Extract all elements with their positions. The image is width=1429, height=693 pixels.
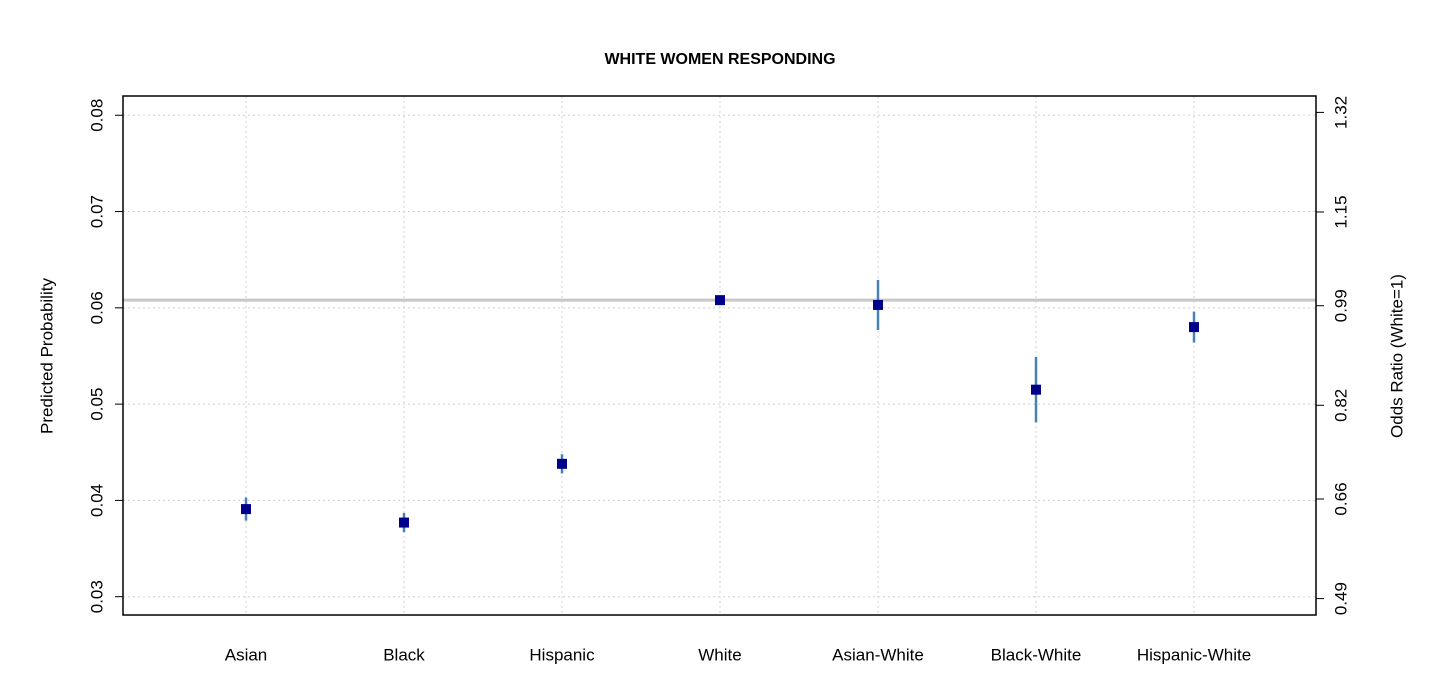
chart-title: WHITE WOMEN RESPONDING (604, 51, 835, 68)
y-tick-label: 0.06 (87, 291, 106, 324)
point (1031, 384, 1041, 395)
x-tick-label: Asian (225, 645, 268, 664)
x-tick-label: Asian-White (832, 645, 924, 664)
point (399, 517, 409, 528)
x-tick-label: Black (383, 645, 425, 664)
point (873, 299, 883, 310)
y2-tick-label: 0.49 (1331, 582, 1350, 615)
point (715, 295, 725, 306)
point (1189, 322, 1199, 333)
y2-tick-label: 0.66 (1331, 482, 1350, 515)
y2-tick-label: 1.32 (1331, 96, 1350, 129)
x-tick-label: Black-White (991, 645, 1082, 664)
x-tick-label: Hispanic (529, 645, 595, 664)
y2-tick-label: 1.15 (1331, 195, 1350, 228)
y-tick-label: 0.03 (87, 580, 106, 613)
y-tick-label: 0.04 (87, 484, 106, 517)
y-axis-label: Predicted Probability (37, 278, 56, 434)
y2-axis-label: Odds Ratio (White=1) (1387, 274, 1406, 438)
point (241, 504, 251, 515)
point (557, 458, 567, 469)
x-tick-label: Hispanic-White (1137, 645, 1251, 664)
y-tick-label: 0.08 (87, 99, 106, 132)
plot-frame (122, 95, 1317, 616)
y2-tick-label: 0.99 (1331, 289, 1350, 322)
y2-tick-label: 0.82 (1331, 389, 1350, 422)
y-tick-label: 0.05 (87, 388, 106, 421)
y-tick-label: 0.07 (87, 195, 106, 228)
x-tick-label: White (698, 645, 741, 664)
